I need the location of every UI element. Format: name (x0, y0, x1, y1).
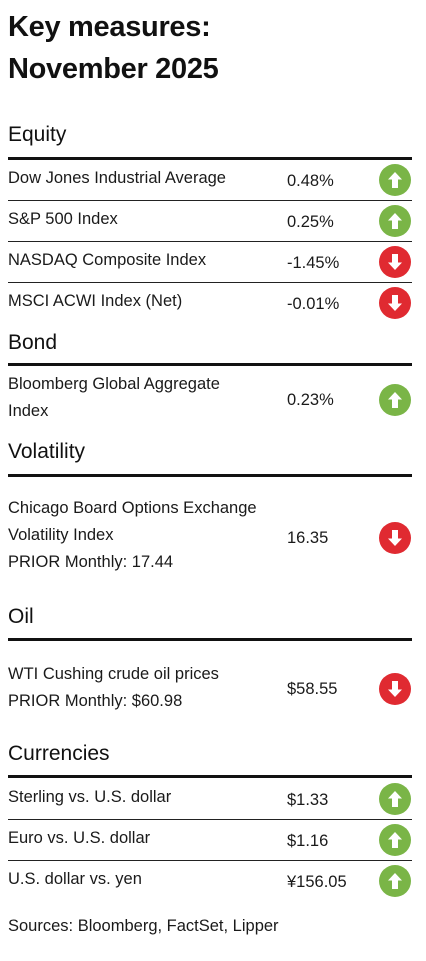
table-row: WTI Cushing crude oil prices PRIOR Month… (8, 641, 412, 736)
table-row: MSCI ACWI Index (Net) -0.01% (8, 283, 412, 323)
section-heading-oil: Oil (8, 605, 34, 628)
row-label: MSCI ACWI Index (Net) (8, 292, 183, 310)
row-label: U.S. dollar vs. yen (8, 870, 142, 888)
arrow-up-icon (379, 865, 411, 897)
row-value: 0.23% (287, 391, 334, 409)
row-label: WTI Cushing crude oil prices PRIOR Month… (8, 665, 219, 710)
page-title-text: Key measures: November 2025 (8, 11, 219, 85)
row-value: $1.16 (287, 832, 329, 850)
page-title: Key measures: November 2025 (8, 6, 408, 90)
row-value: 0.25% (287, 213, 334, 231)
row-value: 0.48% (287, 172, 334, 190)
section-rule (8, 363, 412, 366)
row-divider (8, 200, 412, 201)
row-label: Chicago Board Options Exchange Volatilit… (8, 499, 257, 571)
row-value: -0.01% (287, 295, 340, 313)
row-divider (8, 282, 412, 283)
table-row: S&P 500 Index 0.25% (8, 201, 412, 241)
row-label: S&P 500 Index (8, 210, 118, 228)
arrow-down-icon (379, 287, 411, 319)
table-row: Dow Jones Industrial Average 0.48% (8, 160, 412, 200)
table-row: Bloomberg Global Aggregate Index 0.23% (8, 366, 412, 434)
table-row: NASDAQ Composite Index -1.45% (8, 242, 412, 282)
arrow-down-icon (379, 246, 411, 278)
arrow-up-icon (379, 205, 411, 237)
arrow-up-icon (379, 824, 411, 856)
row-divider (8, 241, 412, 242)
section-heading-volatility: Volatility (8, 440, 86, 463)
arrow-down-icon (379, 522, 411, 554)
row-value: $58.55 (287, 680, 338, 698)
row-value: ¥156.05 (287, 873, 347, 891)
section-heading-currencies: Currencies (8, 742, 110, 765)
arrow-up-icon (379, 384, 411, 416)
row-value: $1.33 (287, 791, 329, 809)
section-rule (8, 638, 412, 641)
row-label: Euro vs. U.S. dollar (8, 829, 151, 847)
section-heading-bond: Bond (8, 331, 58, 354)
sources-note: Sources: Bloomberg, FactSet, Lipper (8, 917, 279, 935)
row-value: -1.45% (287, 254, 340, 272)
table-row: Euro vs. U.S. dollar $1.16 (8, 820, 412, 860)
table-row: Sterling vs. U.S. dollar $1.33 (8, 778, 412, 819)
row-divider (8, 819, 412, 820)
row-label: NASDAQ Composite Index (8, 251, 207, 269)
row-label: Sterling vs. U.S. dollar (8, 788, 172, 806)
row-label: Bloomberg Global Aggregate Index (8, 375, 220, 420)
section-rule (8, 474, 412, 477)
arrow-down-icon (379, 673, 411, 705)
arrow-up-icon (379, 164, 411, 196)
section-rule (8, 157, 412, 160)
table-row: Chicago Board Options Exchange Volatilit… (8, 477, 412, 602)
table-row: U.S. dollar vs. yen ¥156.05 (8, 861, 412, 901)
row-value: 16.35 (287, 529, 329, 547)
section-heading-equity: Equity (8, 123, 67, 146)
arrow-up-icon (379, 783, 411, 815)
row-divider (8, 860, 412, 861)
row-label: Dow Jones Industrial Average (8, 169, 226, 187)
section-rule (8, 775, 412, 778)
